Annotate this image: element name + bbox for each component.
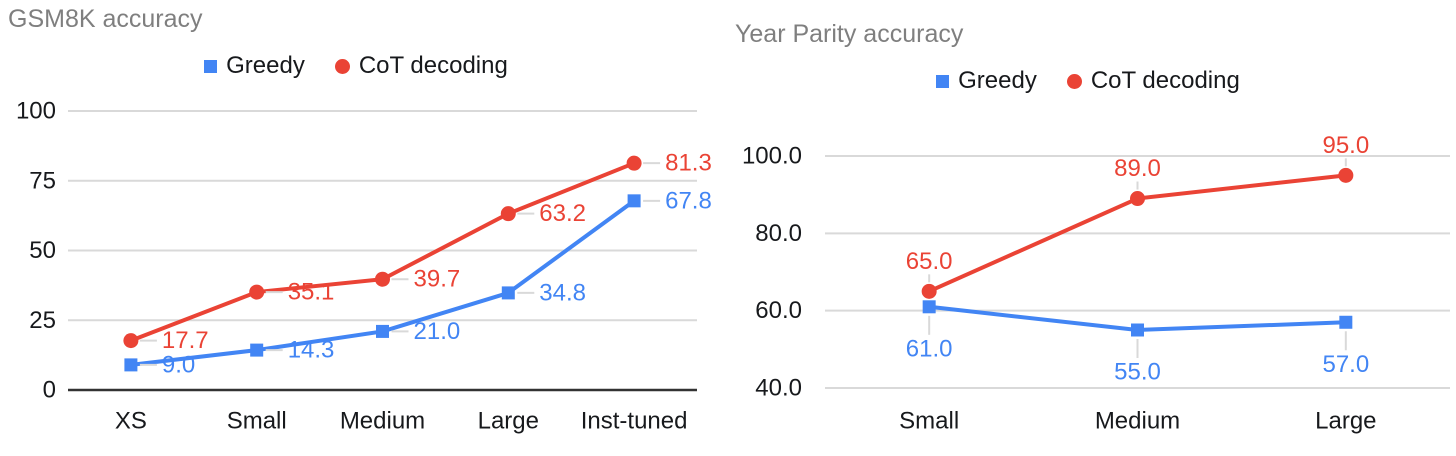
legend-item-cot: CoT decoding xyxy=(1066,67,1240,95)
x-tick-label: Medium xyxy=(1095,408,1180,435)
data-point-greedy xyxy=(1131,323,1144,337)
data-label: 61.0 xyxy=(906,335,953,362)
data-label: 21.0 xyxy=(414,318,461,345)
data-label: 65.0 xyxy=(906,248,953,275)
legend-label-cot: CoT decoding xyxy=(358,52,508,79)
data-label: 55.0 xyxy=(1114,359,1161,386)
legend-item-cot: CoT decoding xyxy=(334,52,508,80)
data-point-cot-decoding xyxy=(1130,191,1145,207)
data-point-greedy xyxy=(627,194,641,208)
data-point-cot-decoding xyxy=(375,271,390,287)
y-tick-label: 40.0 xyxy=(755,375,802,402)
data-point-cot-decoding xyxy=(921,283,937,299)
data-point-cot-decoding xyxy=(500,206,516,222)
data-label: 9.0 xyxy=(162,351,195,378)
data-label: 67.8 xyxy=(665,187,712,214)
legend-label-greedy: Greedy xyxy=(958,67,1037,94)
data-point-cot-decoding xyxy=(249,284,265,300)
year-parity-chart: Year Parity accuracy Greedy CoT decoding… xyxy=(720,0,1456,456)
data-label: 35.1 xyxy=(288,279,335,306)
y-tick-label: 75 xyxy=(29,167,56,194)
data-point-cot-decoding xyxy=(626,155,642,171)
data-label: 57.0 xyxy=(1322,351,1369,378)
gsm8k-chart-title: GSM8K accuracy xyxy=(8,5,203,33)
year-parity-chart-title: Year Parity accuracy xyxy=(735,20,964,48)
y-tick-label: 25 xyxy=(29,307,56,334)
y-tick-label: 0 xyxy=(43,377,56,404)
legend-label-greedy: Greedy xyxy=(226,52,305,79)
year-parity-legend: Greedy CoT decoding xyxy=(720,67,1456,95)
series-line-cot-decoding xyxy=(128,161,637,343)
x-tick-label: Large xyxy=(1315,408,1376,435)
legend-item-greedy: Greedy xyxy=(936,67,1037,95)
x-tick-label: Large xyxy=(478,408,539,435)
y-tick-label: 80.0 xyxy=(755,220,802,247)
x-tick-label: Small xyxy=(899,408,959,435)
data-label: 63.2 xyxy=(539,200,586,227)
data-point-greedy xyxy=(922,300,936,314)
data-point-greedy xyxy=(376,324,389,338)
data-point-greedy xyxy=(124,358,138,372)
data-point-cot-decoding xyxy=(123,333,139,349)
x-tick-label: Inst-tuned xyxy=(581,408,688,435)
data-label: 39.7 xyxy=(414,266,461,293)
data-point-greedy xyxy=(250,343,264,357)
x-tick-label: XS xyxy=(115,408,147,435)
data-point-cot-decoding xyxy=(1338,167,1354,183)
data-point-greedy xyxy=(501,286,515,300)
data-label: 95.0 xyxy=(1322,132,1369,159)
cot-circle-icon xyxy=(334,58,350,74)
data-label: 81.3 xyxy=(665,150,712,177)
data-label: 34.8 xyxy=(539,279,586,306)
y-tick-label: 60.0 xyxy=(755,297,802,324)
y-tick-label: 100.0 xyxy=(742,143,802,170)
y-tick-label: 50 xyxy=(29,237,56,264)
legend-item-greedy: Greedy xyxy=(204,52,305,80)
x-tick-label: Medium xyxy=(340,408,425,435)
year-parity-chart-svg: 40.0 60.0 80.0 100.0 Small Medium Large 61.0 55.… xyxy=(742,132,1450,435)
data-label: 17.7 xyxy=(162,327,209,354)
cot-circle-icon xyxy=(1066,73,1082,89)
y-tick-label: 100 xyxy=(16,98,56,125)
gsm8k-legend: Greedy CoT decoding xyxy=(0,52,712,80)
data-label: 89.0 xyxy=(1114,155,1161,182)
gsm8k-chart: GSM8K accuracy Greedy CoT decoding 0 25 50… xyxy=(0,0,712,456)
greedy-square-icon xyxy=(936,74,950,88)
gsm8k-chart-svg: 0 25 50 75 100 XS Small Medium Large Inst-tuned 9.… xyxy=(16,98,712,435)
greedy-square-icon xyxy=(204,59,218,73)
x-tick-label: Small xyxy=(227,408,287,435)
data-point-greedy xyxy=(1339,315,1353,329)
legend-label-cot: CoT decoding xyxy=(1090,67,1240,94)
data-label: 14.3 xyxy=(288,337,335,364)
